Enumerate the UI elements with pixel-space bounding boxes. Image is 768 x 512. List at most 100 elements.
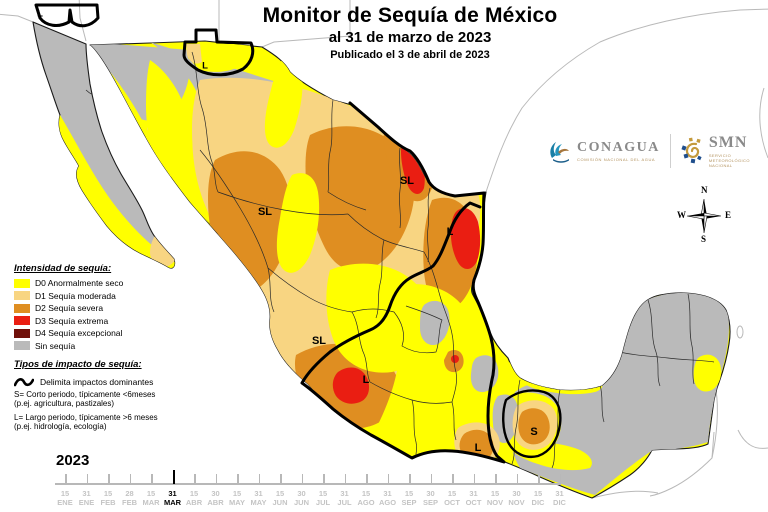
impact-delimiter-row: Delimita impactos dominantes	[14, 376, 184, 388]
compass-south-label: S	[701, 234, 707, 244]
timeline-tick-30-jun	[301, 474, 303, 483]
compass-star-icon	[686, 198, 722, 234]
timeline-label-15-feb: 15 FEB	[100, 489, 116, 507]
legend-label-sin: Sin sequía	[35, 340, 76, 351]
map-region-label-l-4: L	[446, 226, 454, 238]
legend-swatch-sin	[14, 341, 30, 350]
timeline-tick-15-ene	[65, 474, 67, 483]
timeline-label-15-may: 15 MAY	[229, 489, 245, 507]
timeline-label-31-jul: 31 JUL	[337, 489, 352, 507]
timeline-label-31-may: 31 MAY	[250, 489, 267, 507]
timeline-tick-31-ene	[86, 474, 88, 483]
timeline-tick-31-oct	[473, 474, 475, 483]
timeline-tick-15-feb	[108, 474, 110, 483]
legend-swatch-d3	[14, 316, 30, 325]
timeline-label-31-ago: 31 AGO	[378, 489, 397, 507]
legend-row-d3: D3 Sequía extrema	[14, 316, 184, 326]
impact-long-note: L= Largo periodo, típicamente >6 meses (…	[14, 412, 158, 432]
compass-east-label: E	[725, 210, 732, 220]
timeline-tick-31-mar	[172, 470, 175, 484]
logo-divider	[669, 134, 671, 168]
legend-items: D0 Anormalmente seco D1 Sequía moderada D2…	[14, 278, 184, 351]
timeline-label-15-mar: 15 MAR	[142, 489, 160, 507]
legend-swatch-d0	[14, 278, 30, 288]
timeline-label-15-jul: 15 JUL	[315, 489, 331, 507]
map-region-label-l-0: L	[37, 8, 43, 20]
timeline-tick-15-may	[237, 474, 239, 483]
compass-rose: N S E W	[676, 185, 732, 244]
page-title: Monitor de Sequía de México	[262, 4, 558, 27]
timeline-label-31-dic: 31 DIC	[553, 489, 566, 507]
timeline-label-30-sep: 30 SEP	[422, 489, 439, 507]
timeline-tick-31-ago	[387, 474, 389, 483]
smn-wordmark: SMN	[708, 134, 748, 151]
map-region-label-l-6: L	[362, 374, 370, 386]
map-region-label-sl-5: SL	[311, 335, 327, 347]
timeline-label-30-abr: 30 ABR	[207, 489, 224, 507]
drought-legend: Intensidad de sequía: D0 Anormalmente se…	[14, 263, 184, 433]
legend-label-d2: D2 Sequía severa	[35, 303, 104, 313]
smn-subtitle-line2: METEOROLÓGICO	[708, 158, 750, 163]
timeline-tick-15-ago	[366, 474, 368, 483]
timeline-tick-15-oct	[452, 474, 454, 483]
timeline-label-30-nov: 30 NOV	[508, 489, 525, 507]
title-date: al 31 de marzo de 2023	[328, 29, 492, 46]
smn-subtitle: SERVICIO METEOROLÓGICO NACIONAL	[709, 153, 750, 168]
timeline-label-15-sep: 15 SEP	[401, 489, 417, 507]
map-region-label-s-8: S	[530, 426, 538, 438]
timeline-tick-15-dic	[538, 474, 540, 483]
timeline-axis	[55, 483, 561, 485]
legend-swatch-d1	[14, 291, 30, 300]
smn-subtitle-line1: SERVICIO	[708, 153, 732, 158]
timeline-label-15-ago: 15 AGO	[357, 489, 375, 507]
legend-label-d3: D3 Sequía extrema	[35, 315, 109, 326]
timeline-tick-15-sep	[409, 474, 411, 483]
map-region-label-l-7: L	[474, 442, 482, 454]
legend-swatch-d2	[14, 303, 30, 313]
timeline-label-31-mar: 31 MAR	[163, 489, 182, 507]
legend-swatch-d4	[14, 328, 30, 338]
timeline-tick-30-abr	[215, 474, 217, 483]
legend-row-sin: Sin sequía	[14, 341, 184, 351]
timeline-tick-30-sep	[430, 474, 432, 483]
timeline-label-28-feb: 28 FEB	[122, 489, 137, 507]
legend-row-d0: D0 Anormalmente seco	[14, 278, 184, 288]
conagua-wordmark: CONAGUA	[577, 140, 660, 155]
timeline-label-15-abr: 15 ABR	[185, 489, 203, 507]
impact-delimiter-lines	[34, 3, 562, 464]
timeline-label-15-dic: 15 DIC	[531, 489, 545, 507]
legend-row-d4: D4 Sequía excepcional	[14, 328, 184, 338]
timeline-label-15-jun: 15 JUN	[272, 489, 288, 507]
legend-label-d0: D0 Anormalmente seco	[35, 278, 124, 288]
timeline-label-15-oct: 15 OCT	[444, 489, 460, 507]
timeline-tick-15-abr	[194, 474, 196, 483]
title-published: Publicado el 3 de abril de 2023	[330, 49, 490, 61]
legend-row-d1: D1 Sequía moderada	[14, 291, 184, 301]
timeline-tick-15-jul	[323, 474, 325, 483]
legend-impact-header: Tipos de impacto de sequía:	[14, 358, 142, 370]
compass-west-label: W	[677, 210, 686, 220]
title-block: Monitor de Sequía de México al 31 de mar…	[190, 4, 630, 61]
timeline-tick-31-dic	[559, 474, 561, 483]
timeline-tick-31-may	[258, 474, 260, 483]
map-region-label-l-1: L	[202, 60, 208, 72]
timeline-year: 2023	[56, 452, 90, 469]
conagua-wave-icon	[548, 138, 572, 164]
compass-north-label: N	[701, 185, 708, 195]
legend-intensity-header: Intensidad de sequía:	[14, 263, 112, 274]
timeline-label-31-oct: 31 OCT	[465, 489, 482, 507]
conagua-subtitle: COMISIÓN NACIONAL DEL AGUA	[577, 157, 656, 162]
timeline-label-15-ene: 15 ENE	[57, 489, 73, 507]
legend-label-d4: D4 Sequía excepcional	[35, 328, 123, 338]
map-region-label-sl-3: SL	[399, 175, 415, 187]
timeline-label-15-nov: 15 NOV	[486, 489, 504, 507]
timeline-label-30-jun: 30 JUN	[293, 489, 310, 507]
squiggle-line-icon	[14, 376, 34, 388]
timeline-label-31-ene: 31 ENE	[78, 489, 95, 507]
legend-label-d1: D1 Sequía moderada	[35, 290, 116, 301]
timeline-tick-28-feb	[129, 474, 131, 483]
logo-bar: CONAGUA COMISIÓN NACIONAL DEL AGUA SMN	[548, 130, 764, 172]
legend-row-d2: D2 Sequía severa	[14, 303, 184, 313]
